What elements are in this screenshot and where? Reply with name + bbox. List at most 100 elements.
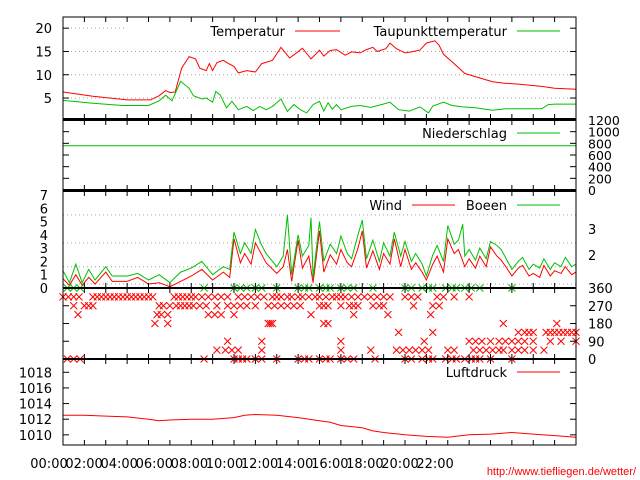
mark-stroke <box>223 337 232 346</box>
direction-mark <box>230 310 238 319</box>
direction-mark <box>159 301 168 310</box>
legend-label-taupunkt: Taupunkttemperatur <box>373 25 508 40</box>
legend-label-luftdruck: Luftdruck <box>446 366 508 381</box>
direction-mark <box>191 293 200 301</box>
direction-mark <box>289 301 298 310</box>
direction-mark <box>304 293 313 301</box>
mark-stroke <box>475 346 484 354</box>
y-tick-label: 1012 <box>19 413 52 428</box>
mark-stroke <box>230 301 238 310</box>
mark-stroke <box>163 319 172 328</box>
mark-stroke <box>552 319 561 328</box>
mark-stroke <box>217 293 226 301</box>
mark-stroke <box>373 293 382 301</box>
x-tick-label: 06:00 <box>136 457 173 472</box>
direction-mark <box>428 328 437 337</box>
direction-mark <box>508 346 516 354</box>
direction-mark <box>163 319 172 328</box>
mark-stroke <box>236 301 245 310</box>
mark-stroke <box>204 293 213 301</box>
direction-mark <box>514 328 523 337</box>
legend-label-temperatur: Temperatur <box>209 25 285 40</box>
mark-stroke <box>304 293 313 301</box>
direction-mark <box>366 346 375 354</box>
mark-stroke <box>204 310 213 319</box>
direction-mark <box>163 310 172 319</box>
direction-mark <box>413 293 422 301</box>
mark-stroke <box>251 301 260 310</box>
direction-mark <box>287 293 296 301</box>
mark-stroke <box>217 310 226 319</box>
legend-precipitation: Niederschlag <box>422 127 560 142</box>
direction-mark <box>234 346 243 354</box>
direction-mark <box>264 301 273 310</box>
direction-mark <box>424 346 433 354</box>
direction-mark <box>277 293 285 301</box>
mark-stroke <box>529 328 538 337</box>
mark-stroke <box>482 346 491 354</box>
mark-stroke <box>424 346 433 354</box>
direction-mark <box>242 301 251 310</box>
mark-stroke <box>354 301 362 310</box>
mark-stroke <box>520 346 529 354</box>
direction-mark <box>369 301 377 310</box>
direction-mark <box>157 310 166 319</box>
series-line-taupunkttemperatur <box>62 80 576 114</box>
direction-mark <box>322 293 330 301</box>
direction-mark <box>223 337 232 346</box>
direction-mark <box>324 301 332 310</box>
y-tick-label: 4 <box>40 229 48 244</box>
y2-tick-label: 200 <box>588 171 612 186</box>
mark-stroke <box>230 310 238 319</box>
mark-stroke <box>221 346 230 354</box>
mark-stroke <box>287 293 296 301</box>
y2-tick-label: 600 <box>588 148 612 163</box>
direction-mark <box>514 337 523 346</box>
direction-mark <box>257 337 266 346</box>
direction-mark <box>228 346 236 354</box>
direction-mark <box>418 346 426 354</box>
mark-stroke <box>488 346 497 354</box>
mark-stroke <box>413 293 422 301</box>
direction-mark <box>74 310 82 319</box>
direction-mark <box>499 319 508 328</box>
y2-tick-label: 0 <box>588 183 596 198</box>
y-tick-label: 1 <box>40 269 48 284</box>
mark-stroke <box>392 346 401 354</box>
direction-mark <box>439 293 448 301</box>
direction-mark <box>411 346 420 354</box>
direction-tick-label: 90 <box>588 335 605 350</box>
mark-stroke <box>428 328 437 337</box>
y-tick-label: 15 <box>35 45 52 60</box>
direction-mark <box>508 337 516 346</box>
direction-mark <box>210 310 219 319</box>
direction-mark <box>213 346 221 354</box>
direction-mark <box>435 301 444 310</box>
y-tick-label: 7 <box>40 189 48 204</box>
direction-mark <box>405 346 414 354</box>
direction-mark <box>260 293 268 301</box>
mark-stroke <box>234 293 243 301</box>
mark-stroke <box>257 337 266 346</box>
y-tick-label: 1016 <box>19 382 52 397</box>
source-url-link[interactable]: http://www.tiefliegen.de/wetter/ <box>487 466 637 478</box>
mark-stroke <box>347 293 356 301</box>
mark-stroke <box>213 346 221 354</box>
x-tick-label: 12:00 <box>241 457 278 472</box>
mark-stroke <box>296 301 305 310</box>
legend-label-wind: Wind <box>369 199 402 214</box>
mark-stroke <box>223 293 232 301</box>
direction-mark <box>426 310 435 319</box>
mark-stroke <box>270 301 279 310</box>
mark-stroke <box>315 293 324 301</box>
direction-mark <box>450 346 459 354</box>
direction-mark <box>546 337 555 346</box>
mark-stroke <box>495 337 503 346</box>
mark-stroke <box>322 293 330 301</box>
y-tick-label: 20 <box>35 22 52 37</box>
direction-mark <box>148 293 157 301</box>
mark-stroke <box>242 301 251 310</box>
series-line-luftdruck <box>63 413 577 438</box>
mark-stroke <box>247 293 255 301</box>
direction-mark <box>557 337 565 346</box>
